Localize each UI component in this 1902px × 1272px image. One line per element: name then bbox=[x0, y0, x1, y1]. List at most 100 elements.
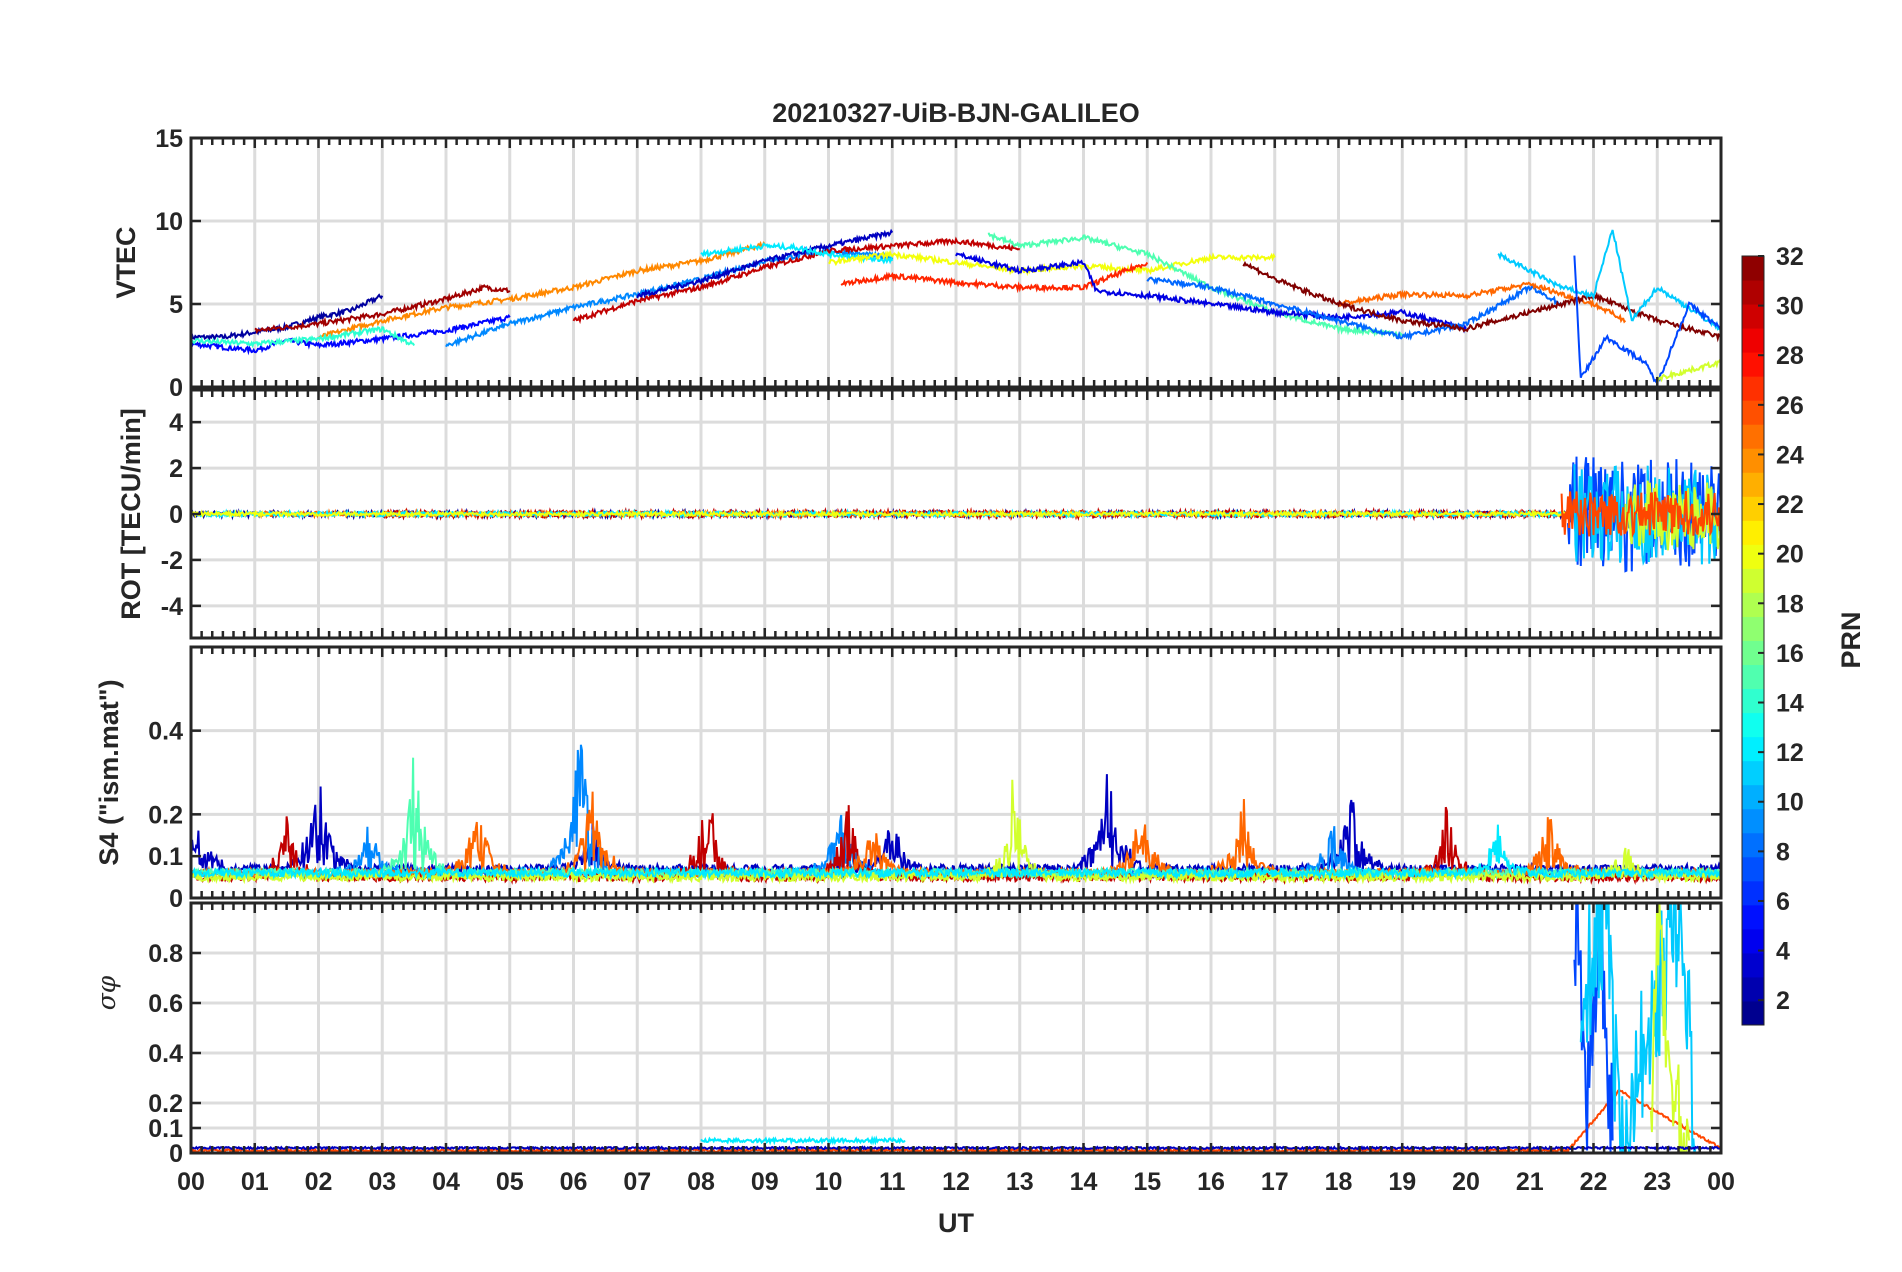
x-tick-label: 23 bbox=[1643, 1168, 1671, 1196]
x-tick-label: 13 bbox=[1006, 1168, 1034, 1196]
x-tick-label: 11 bbox=[879, 1168, 906, 1196]
x-tick-label: 04 bbox=[432, 1168, 460, 1196]
y-tick-label: 0.6 bbox=[148, 990, 183, 1018]
series-line-prn-7 bbox=[1573, 255, 1721, 384]
y-axis-label: S4 ("ism.mat") bbox=[94, 679, 124, 865]
series-line-prn-14 bbox=[191, 325, 415, 349]
colorbar-segment bbox=[1742, 592, 1764, 617]
y-axis-label: VTEC bbox=[111, 226, 141, 298]
colorbar-segment bbox=[1742, 352, 1764, 377]
y-tick-label: 0.4 bbox=[148, 1040, 183, 1068]
x-tick-label: 00 bbox=[1707, 1168, 1735, 1196]
x-tick-label: 14 bbox=[1070, 1168, 1098, 1196]
colorbar-segment bbox=[1742, 448, 1764, 473]
series-group bbox=[191, 456, 1721, 573]
x-tick-label: 15 bbox=[1133, 1168, 1161, 1196]
x-tick-label: 16 bbox=[1197, 1168, 1225, 1196]
colorbar-tick-label: 10 bbox=[1776, 789, 1804, 817]
colorbar-segment bbox=[1742, 712, 1764, 738]
colorbar-segment bbox=[1742, 520, 1764, 545]
y-tick-label: 10 bbox=[155, 208, 183, 236]
y-tick-label: 0 bbox=[169, 885, 183, 913]
y-tick-label: 0 bbox=[169, 374, 183, 402]
series-line-prn-12 bbox=[700, 1135, 906, 1146]
colorbar-tick-label: 8 bbox=[1776, 838, 1790, 866]
colorbar-segment bbox=[1742, 1000, 1764, 1026]
colorbar-segment bbox=[1742, 784, 1764, 810]
colorbar-tick-label: 28 bbox=[1776, 342, 1804, 370]
colorbar-tick-label: 26 bbox=[1776, 392, 1804, 420]
x-tick-label: 08 bbox=[687, 1168, 715, 1196]
y-tick-label: 0.1 bbox=[148, 843, 183, 871]
colorbar-tick-label: 12 bbox=[1776, 739, 1804, 767]
series-line-prn-19 bbox=[191, 779, 1721, 885]
colorbar-segment bbox=[1742, 832, 1764, 858]
colorbar-segment bbox=[1742, 424, 1764, 449]
colorbar-tick-label: 4 bbox=[1776, 938, 1790, 966]
colorbar-segment bbox=[1742, 256, 1764, 281]
series-line-prn-20 bbox=[828, 249, 1276, 277]
colorbar-segment bbox=[1742, 496, 1764, 521]
colorbar-tick-label: 16 bbox=[1776, 640, 1804, 668]
colorbar-segment bbox=[1742, 280, 1764, 305]
y-tick-label: 0 bbox=[169, 501, 183, 529]
series-line-prn-8 bbox=[1146, 276, 1562, 341]
x-tick-label: 19 bbox=[1388, 1168, 1416, 1196]
y-tick-label: 0.2 bbox=[148, 1090, 183, 1118]
series-line-prn-19 bbox=[1649, 903, 1691, 1153]
y-tick-label: 0.1 bbox=[148, 1115, 183, 1143]
colorbar-segment bbox=[1742, 928, 1764, 954]
x-tick-label: 12 bbox=[942, 1168, 970, 1196]
y-tick-label: -4 bbox=[161, 593, 183, 621]
colorbar-segment bbox=[1742, 640, 1764, 666]
colorbar-segment bbox=[1742, 568, 1764, 593]
colorbar-tick-label: 6 bbox=[1776, 888, 1790, 916]
x-tick-label: 20 bbox=[1452, 1168, 1480, 1196]
x-tick-label: 01 bbox=[241, 1168, 269, 1196]
panel-vtec: 0 5 10 15 VTEC bbox=[111, 125, 1723, 402]
colorbar-tick-label: 32 bbox=[1776, 243, 1804, 271]
y-tick-label: 4 bbox=[169, 409, 183, 437]
x-tick-label: 06 bbox=[560, 1168, 588, 1196]
series-line-prn-26 bbox=[1560, 491, 1721, 539]
y-tick-label: -2 bbox=[161, 547, 183, 575]
x-tick-label: 22 bbox=[1580, 1168, 1608, 1196]
series-line-prn-31 bbox=[254, 283, 511, 335]
colorbar-segment bbox=[1742, 328, 1764, 353]
x-tick-label: 07 bbox=[623, 1168, 651, 1196]
colorbar-segment bbox=[1742, 856, 1764, 882]
colorbar-segment bbox=[1742, 304, 1764, 329]
series-line-prn-32 bbox=[1242, 260, 1721, 343]
y-axis-label: ROT [TECU/min] bbox=[116, 408, 146, 619]
series-group bbox=[191, 744, 1721, 885]
series-line-prn-12 bbox=[191, 824, 1721, 881]
colorbar-segment bbox=[1742, 904, 1764, 930]
colorbar-segment bbox=[1742, 952, 1764, 978]
x-tick-label: 17 bbox=[1261, 1168, 1289, 1196]
x-tick-label: 18 bbox=[1325, 1168, 1353, 1196]
x-axis-label: UT bbox=[938, 1208, 974, 1238]
series-line-prn-27 bbox=[840, 261, 1149, 294]
series-line-prn-11 bbox=[1497, 229, 1721, 331]
x-tick-label: 21 bbox=[1516, 1168, 1544, 1196]
colorbar-segment bbox=[1742, 376, 1764, 401]
colorbar-tick-label: 30 bbox=[1776, 293, 1804, 321]
panel-rot: -4 -2 0 2 4 ROT [TECU/min] bbox=[116, 388, 1723, 640]
colorbar-segment bbox=[1742, 400, 1764, 425]
series-line-prn-15 bbox=[987, 232, 1403, 338]
chart-title: 20210327-UiB-BJN-GALILEO bbox=[772, 98, 1140, 128]
colorbar-label: PRN bbox=[1836, 611, 1866, 668]
series-line-prn-3 bbox=[636, 228, 894, 299]
colorbar-tick-label: 18 bbox=[1776, 590, 1804, 618]
y-tick-label: 2 bbox=[169, 455, 183, 483]
series-line-prn-24 bbox=[318, 240, 766, 339]
colorbar-segment bbox=[1742, 664, 1764, 690]
y-tick-label: 0.2 bbox=[148, 801, 183, 829]
x-tick-label: 00 bbox=[177, 1168, 205, 1196]
colorbar-segment bbox=[1742, 544, 1764, 569]
colorbar-tick-label: 24 bbox=[1776, 441, 1804, 469]
series-line-prn-19 bbox=[1656, 358, 1721, 383]
series-line-prn-7 bbox=[1573, 903, 1614, 1152]
colorbar-frame bbox=[1741, 255, 1765, 1026]
